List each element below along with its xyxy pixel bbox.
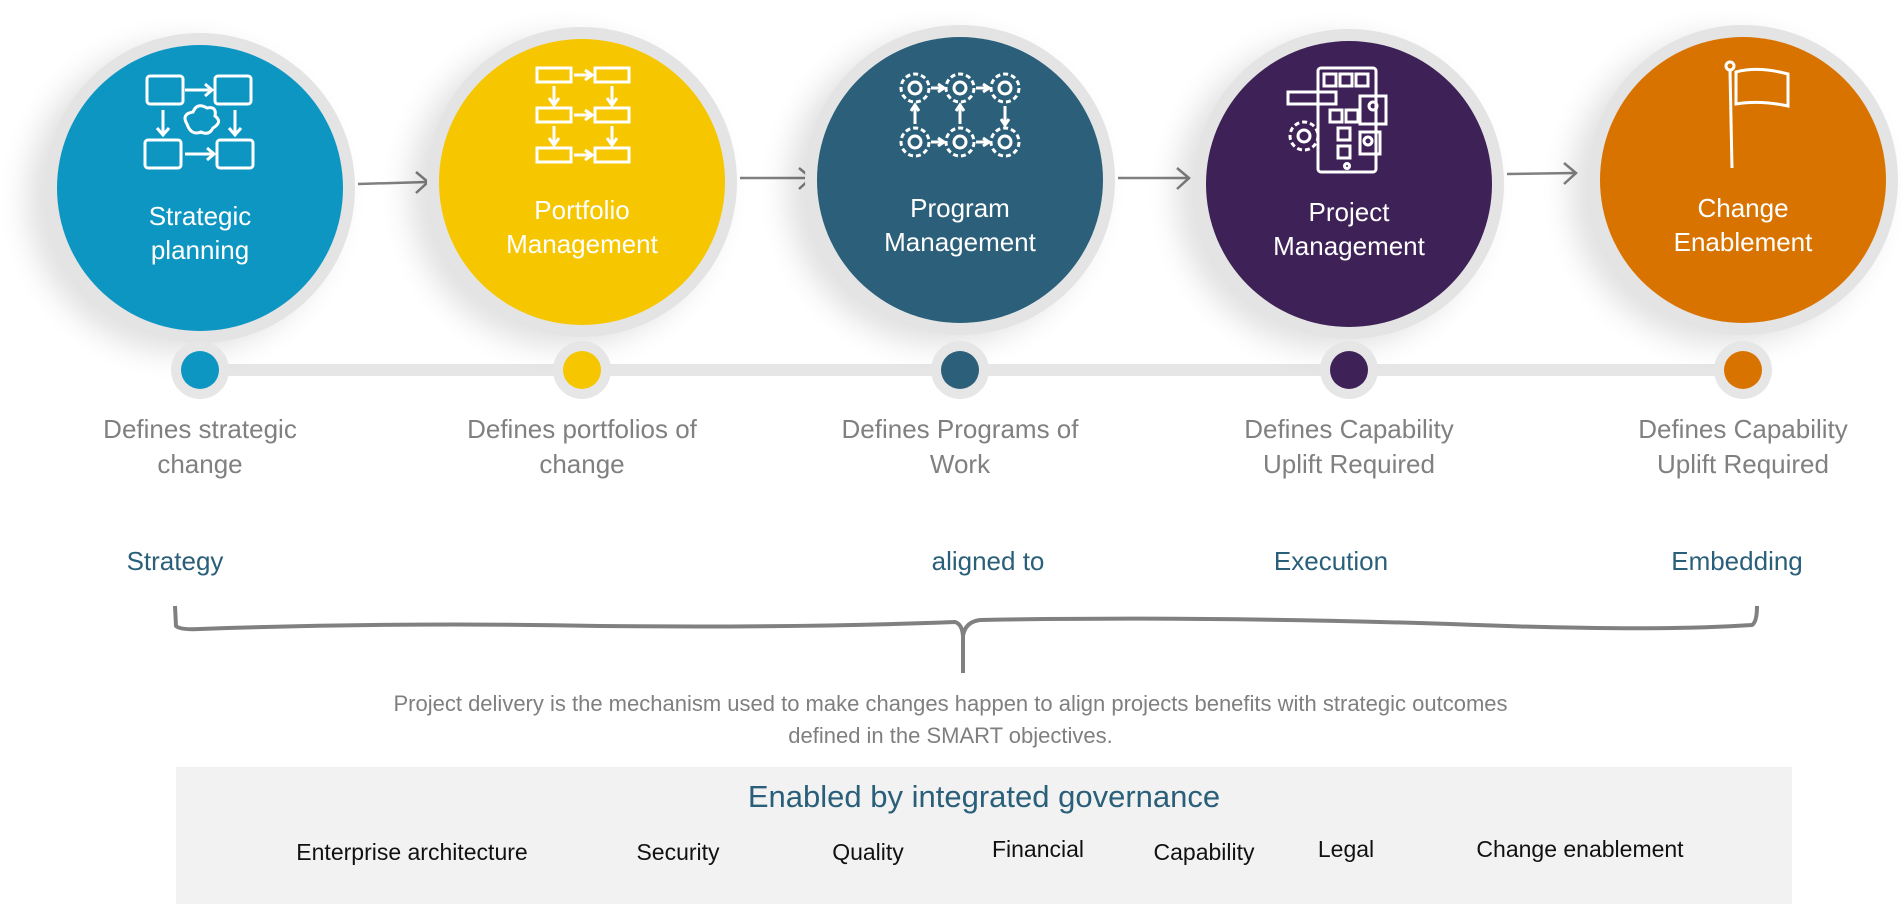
timeline-dot bbox=[563, 351, 601, 389]
stage-title-line-2: Management bbox=[884, 227, 1036, 257]
caption: Project delivery is the mechanism used t… bbox=[0, 688, 1901, 752]
arrows bbox=[357, 162, 1578, 194]
stage-title: Change Enablement bbox=[1613, 191, 1873, 259]
stage-description-line-2: change bbox=[539, 449, 625, 479]
timeline-dot bbox=[941, 351, 979, 389]
stage-description-line-1: Defines strategic bbox=[103, 414, 297, 444]
stage-description-line-2: Uplift Required bbox=[1657, 449, 1829, 479]
gears-network-icon bbox=[895, 60, 1025, 170]
stage-title-line-1: Project bbox=[1308, 197, 1390, 227]
stage-circle bbox=[1206, 41, 1492, 327]
caption-line-1: Project delivery is the mechanism used t… bbox=[393, 691, 1508, 716]
stage-description-line-2: Uplift Required bbox=[1263, 449, 1435, 479]
timeline-dot bbox=[181, 351, 219, 389]
stage-circle bbox=[439, 39, 725, 325]
governance-item: Financial bbox=[991, 836, 1085, 862]
arrow-icon bbox=[1118, 167, 1191, 190]
phase-label-execution: Execution bbox=[1273, 546, 1389, 576]
stage-title: Program Management bbox=[830, 191, 1090, 259]
governance-title: Enabled by integrated governance bbox=[747, 779, 1221, 814]
stage-circle bbox=[817, 37, 1103, 323]
curly-brace bbox=[173, 605, 1759, 673]
mobile-app-gear-icon bbox=[1284, 64, 1414, 174]
stage-description-line-1: Defines portfolios of bbox=[467, 414, 697, 444]
stage-description-line-1: Defines Programs of bbox=[841, 414, 1079, 444]
stage-title-line-1: Portfolio bbox=[534, 195, 630, 225]
governance-item: Security bbox=[636, 839, 720, 865]
stage-title-line-2: Enablement bbox=[1673, 227, 1813, 257]
stage-title-line-2: planning bbox=[150, 235, 250, 265]
stage-title: Project Management bbox=[1219, 195, 1479, 263]
stage-circle bbox=[57, 45, 343, 331]
caption-line-2: defined in the SMART objectives. bbox=[788, 723, 1113, 748]
stage-title-line-1: Change bbox=[1697, 193, 1789, 223]
stage-title: Portfolio Management bbox=[452, 193, 712, 261]
stage-description: Defines Capability Uplift Required bbox=[1199, 412, 1499, 482]
arrow-icon bbox=[1506, 162, 1578, 185]
timeline-dot bbox=[1330, 351, 1368, 389]
planning-flow-icon bbox=[135, 68, 265, 178]
stage-description-line-2: Work bbox=[929, 449, 991, 479]
flag-icon bbox=[1678, 60, 1808, 170]
arrow-icon bbox=[357, 171, 430, 194]
stage-description-line-2: change bbox=[157, 449, 243, 479]
governance-item: Change enablement bbox=[1476, 836, 1684, 862]
governance-item: Quality bbox=[832, 839, 904, 865]
phase-label-embedding: Embedding bbox=[1671, 546, 1803, 576]
governance-item: Enterprise architecture bbox=[296, 839, 528, 865]
stage-title: Strategic planning bbox=[70, 199, 330, 267]
stage-description: Defines Programs of Work bbox=[810, 412, 1110, 482]
stage-description-line-1: Defines Capability bbox=[1638, 414, 1848, 444]
stage-circle bbox=[1600, 37, 1886, 323]
stage-title-line-2: Management bbox=[1273, 231, 1425, 261]
stage-description: Defines portfolios of change bbox=[432, 412, 732, 482]
stage-title-line-1: Strategic bbox=[148, 201, 252, 231]
arrow-icon bbox=[740, 167, 813, 190]
stage-description: Defines strategic change bbox=[50, 412, 350, 482]
stage-title-line-1: Program bbox=[910, 193, 1010, 223]
stage-description-line-1: Defines Capability bbox=[1244, 414, 1454, 444]
governance-panel: Enabled by integrated governance Enterpr… bbox=[176, 767, 1792, 904]
governance-item: Capability bbox=[1153, 839, 1255, 865]
timeline-dot bbox=[1724, 351, 1762, 389]
portfolio-flow-icon bbox=[517, 62, 647, 172]
phase-label-strategy: Strategy bbox=[126, 546, 224, 576]
stage-description: Defines Capability Uplift Required bbox=[1593, 412, 1893, 482]
governance-item: Legal bbox=[1317, 836, 1375, 862]
stage-title-line-2: Management bbox=[506, 229, 658, 259]
phase-label-aligned-to: aligned to bbox=[931, 546, 1045, 576]
